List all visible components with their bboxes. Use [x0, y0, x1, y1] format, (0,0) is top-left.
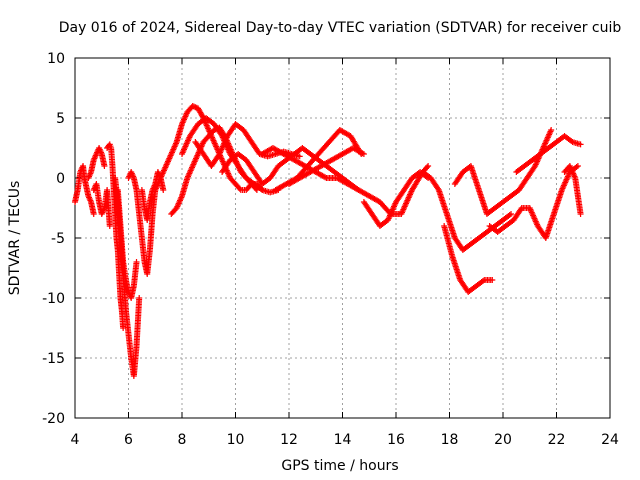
x-tick-label: 6	[124, 432, 133, 448]
x-axis-label: GPS time / hours	[281, 458, 398, 474]
y-tick-label: 0	[56, 171, 65, 187]
data-point	[106, 223, 113, 229]
y-tick-label: -20	[42, 411, 65, 427]
x-tick-label: 4	[71, 432, 80, 448]
x-tick-label: 20	[494, 432, 512, 448]
x-tick-label: 14	[334, 432, 352, 448]
y-tick-label: -5	[51, 231, 65, 247]
x-tick-label: 24	[601, 432, 619, 448]
x-tick-label: 12	[280, 432, 298, 448]
data-point	[577, 211, 584, 217]
data-point	[236, 185, 243, 192]
y-tick-label: 10	[47, 51, 65, 67]
data-point	[508, 211, 515, 217]
x-tick-label: 10	[227, 432, 245, 448]
y-tick-label: -15	[42, 351, 65, 367]
data-point	[489, 277, 496, 283]
data-point	[574, 163, 581, 169]
data-point	[573, 164, 580, 170]
data-point	[479, 278, 486, 284]
x-tick-label: 22	[548, 432, 566, 448]
data-point	[360, 151, 367, 157]
data-point	[424, 164, 431, 171]
y-axis-label: SDTVAR / TECUs	[7, 181, 23, 296]
data-point	[136, 295, 143, 301]
axis-ticks: 4 6 8 10 12 14 16 18 20 22 24 -20 -15 -10 -5 0 5 10	[42, 51, 619, 448]
data-point	[359, 150, 366, 157]
data-point	[101, 163, 108, 169]
data-point	[90, 211, 97, 217]
data-point	[506, 212, 513, 218]
x-tick-label: 8	[178, 432, 187, 448]
data-point	[577, 141, 584, 148]
data-point	[425, 163, 432, 169]
data-point	[133, 259, 140, 265]
chart-title: Day 016 of 2024, Sidereal Day-to-day VTE…	[59, 20, 622, 36]
data-point	[322, 174, 329, 181]
x-tick-label: 16	[387, 432, 405, 448]
y-tick-label: 5	[56, 111, 65, 127]
data-point	[548, 127, 555, 133]
x-tick-label: 18	[441, 432, 459, 448]
grid-lines	[75, 58, 610, 418]
data-point	[296, 153, 303, 160]
data-point	[434, 185, 441, 192]
data-point	[160, 187, 167, 193]
data-points	[72, 103, 584, 379]
data-point	[192, 104, 199, 111]
y-tick-label: -10	[42, 291, 65, 307]
